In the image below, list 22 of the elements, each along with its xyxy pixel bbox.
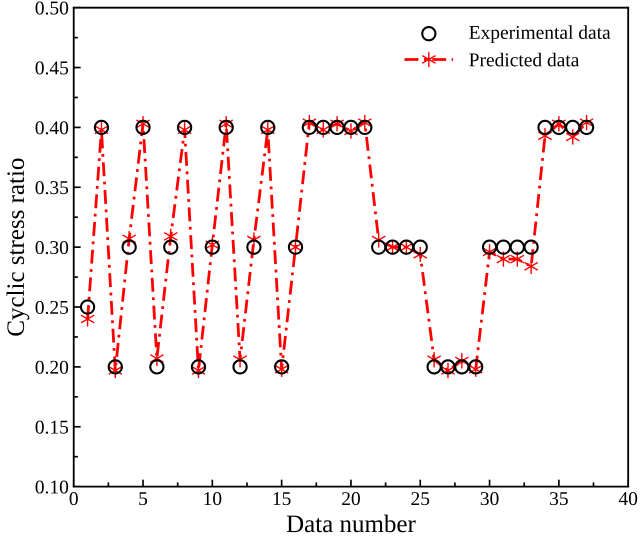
legend-label: Predicted data — [469, 52, 580, 66]
x-tick-label: 15 — [274, 492, 291, 506]
y-tick-label: 0.15 — [36, 420, 68, 434]
x-tick-label: 20 — [342, 492, 360, 506]
y-axis-title: Cyclic stress ratio — [6, 158, 30, 336]
y-tick-label: 0.35 — [36, 181, 68, 194]
y-tick-label: 0.30 — [36, 240, 68, 254]
y-tick-label: 0.25 — [36, 300, 68, 314]
legend-label: Experimental data — [469, 25, 610, 43]
y-tick-label: 0.45 — [36, 61, 68, 75]
x-tick-label: 25 — [411, 492, 430, 506]
x-tick-label: 5 — [139, 492, 148, 506]
x-tick-label: 30 — [480, 492, 499, 506]
y-tick-label: 0.10 — [36, 480, 68, 494]
x-tick-label: 10 — [204, 492, 222, 506]
x-axis-title: Data number — [286, 514, 416, 532]
y-tick-label: 0.50 — [36, 1, 68, 15]
y-tick-label: 0.20 — [36, 360, 68, 374]
x-tick-label: 40 — [618, 492, 638, 506]
x-tick-label: 35 — [550, 492, 568, 506]
x-tick-label: 0 — [70, 492, 78, 506]
y-tick-label: 0.40 — [36, 121, 68, 134]
